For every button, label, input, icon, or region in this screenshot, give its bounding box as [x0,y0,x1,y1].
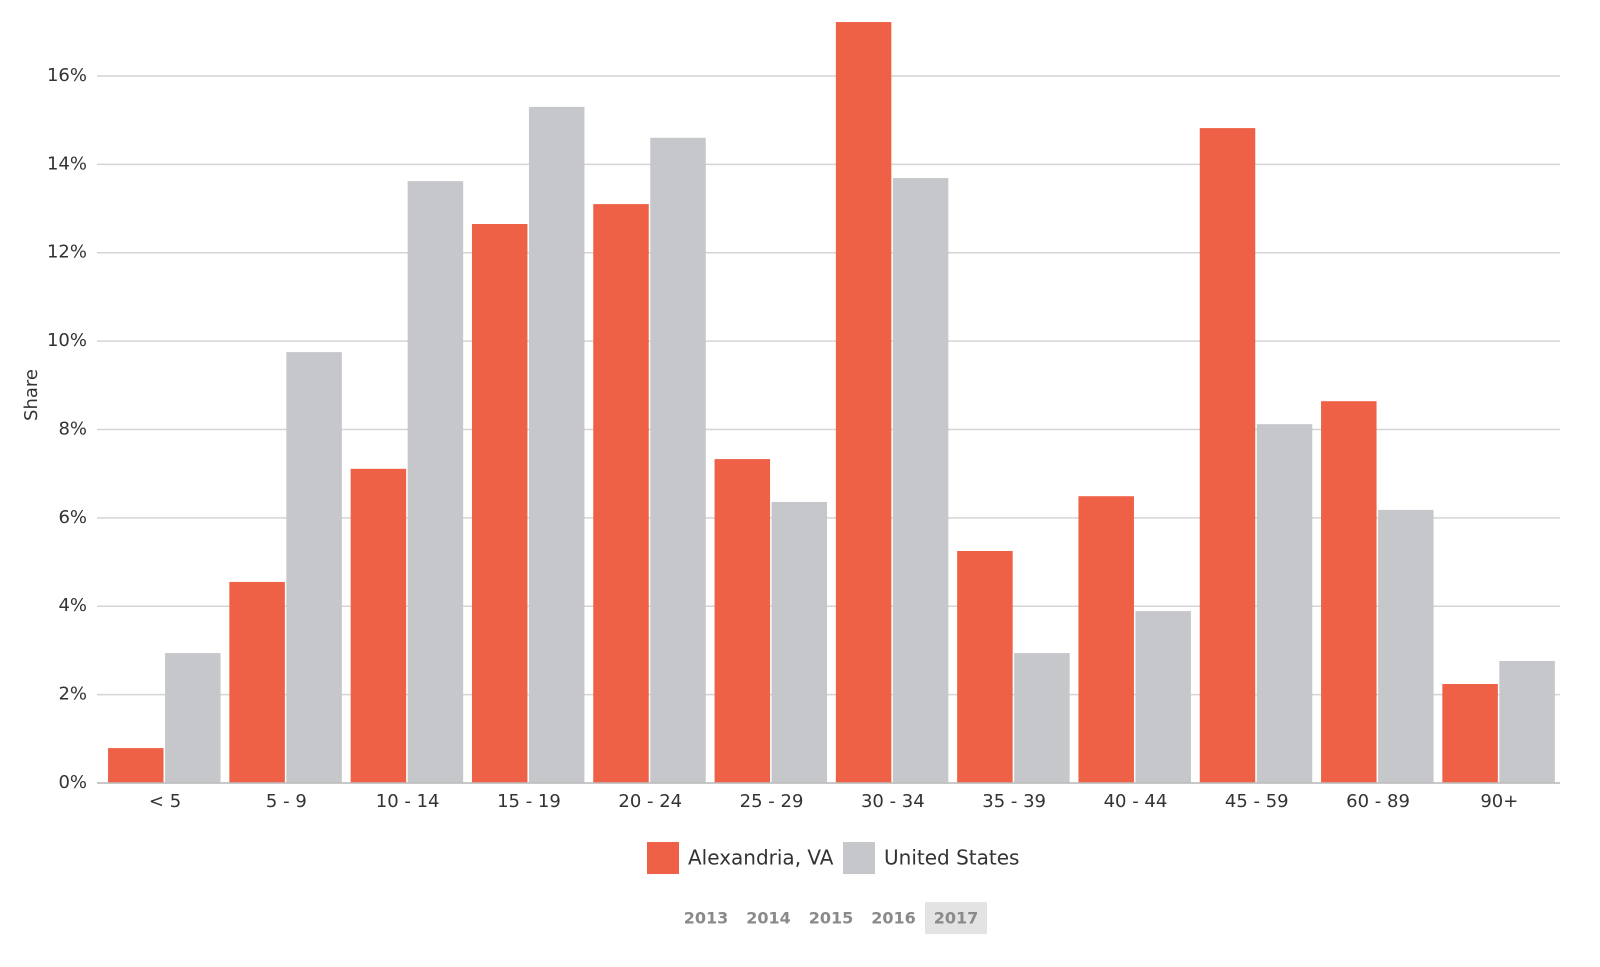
y-tick-label: 6% [58,507,87,528]
bar [229,581,285,783]
x-tick-label: 90+ [1480,791,1518,812]
x-tick-label: 35 - 39 [982,791,1046,812]
bar [835,22,892,783]
bar [714,459,771,783]
legend-swatch [647,842,679,874]
bar [1442,684,1498,783]
y-tick-label: 14% [47,153,87,174]
bar [350,468,407,783]
bar [1256,424,1313,783]
x-tick-label: 30 - 34 [861,791,925,812]
bar [1499,661,1555,783]
x-tick-label: < 5 [149,791,181,812]
x-tick-label: 20 - 24 [618,791,682,812]
x-tick-label: 60 - 89 [1346,791,1410,812]
bar [165,653,221,783]
year-button[interactable]: 2017 [934,909,979,928]
year-button[interactable]: 2015 [809,909,854,928]
bar [286,352,342,783]
bar [528,106,585,784]
bar [471,223,528,783]
year-button[interactable]: 2014 [746,909,791,928]
y-tick-label: 4% [58,595,87,616]
bar [1135,611,1191,783]
y-tick-label: 2% [58,684,87,705]
legend-label: United States [884,846,1019,870]
y-tick-label: 10% [47,330,87,351]
x-tick-label: 40 - 44 [1104,791,1168,812]
bar [407,181,464,784]
y-axis-label: Share [21,369,42,421]
bar [1321,401,1377,783]
x-tick-label: 5 - 9 [266,791,307,812]
bar [892,178,949,783]
bar [108,748,164,783]
year-selected-bg [925,902,987,934]
legend-label: Alexandria, VA [688,846,834,870]
bar [1078,496,1134,783]
year-button[interactable]: 2016 [871,909,916,928]
x-tick-label: 25 - 29 [740,791,804,812]
y-tick-label: 16% [47,65,87,86]
bar [593,204,649,784]
bar [650,137,706,783]
bar [1014,653,1070,783]
bar [957,550,1013,783]
y-tick-label: 12% [47,242,87,263]
year-button[interactable]: 2013 [684,909,729,928]
bar [1378,509,1434,783]
bar [1199,128,1256,783]
bar [771,501,828,783]
x-tick-label: 15 - 19 [497,791,561,812]
y-tick-label: 0% [58,772,87,793]
x-tick-label: 10 - 14 [376,791,440,812]
y-tick-label: 8% [58,418,87,439]
legend-swatch [843,842,875,874]
x-tick-label: 45 - 59 [1225,791,1289,812]
